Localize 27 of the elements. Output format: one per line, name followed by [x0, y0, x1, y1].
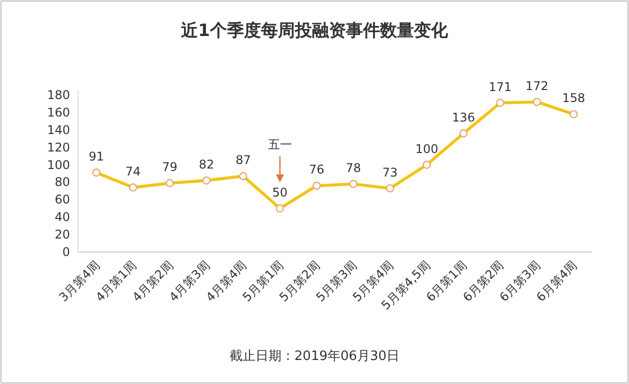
y-tick-label: 80	[54, 175, 70, 190]
y-tick-label: 40	[54, 210, 70, 224]
y-tick-label: 180	[47, 88, 70, 102]
data-label: 171	[488, 80, 512, 94]
data-label: 82	[198, 157, 214, 172]
data-label: 73	[382, 165, 398, 180]
y-tick-label: 20	[54, 228, 70, 242]
y-tick-label: 60	[54, 192, 70, 207]
data-label: 158	[562, 91, 586, 106]
data-label: 100	[415, 142, 438, 156]
data-label: 91	[88, 150, 104, 164]
data-label: 136	[452, 110, 475, 124]
y-tick-label: 100	[47, 158, 70, 172]
data-label: 79	[162, 160, 178, 174]
data-label: 76	[309, 162, 324, 177]
data-label: 74	[125, 164, 141, 178]
y-tick-label: 120	[47, 140, 70, 154]
data-label: 172	[525, 78, 548, 93]
text: 截止日期：2019年06月30日	[229, 349, 400, 364]
data-label: 50	[272, 185, 288, 200]
chart-title: 近1个季度每周投融资事件数量变化	[180, 21, 449, 41]
y-tick-label: 0	[62, 245, 70, 259]
annotation: 五一	[268, 137, 292, 152]
y-tick-label: 140	[47, 122, 70, 137]
data-label: 87	[236, 153, 251, 168]
data-label: 78	[346, 160, 361, 175]
y-tick-label: 160	[47, 105, 70, 120]
